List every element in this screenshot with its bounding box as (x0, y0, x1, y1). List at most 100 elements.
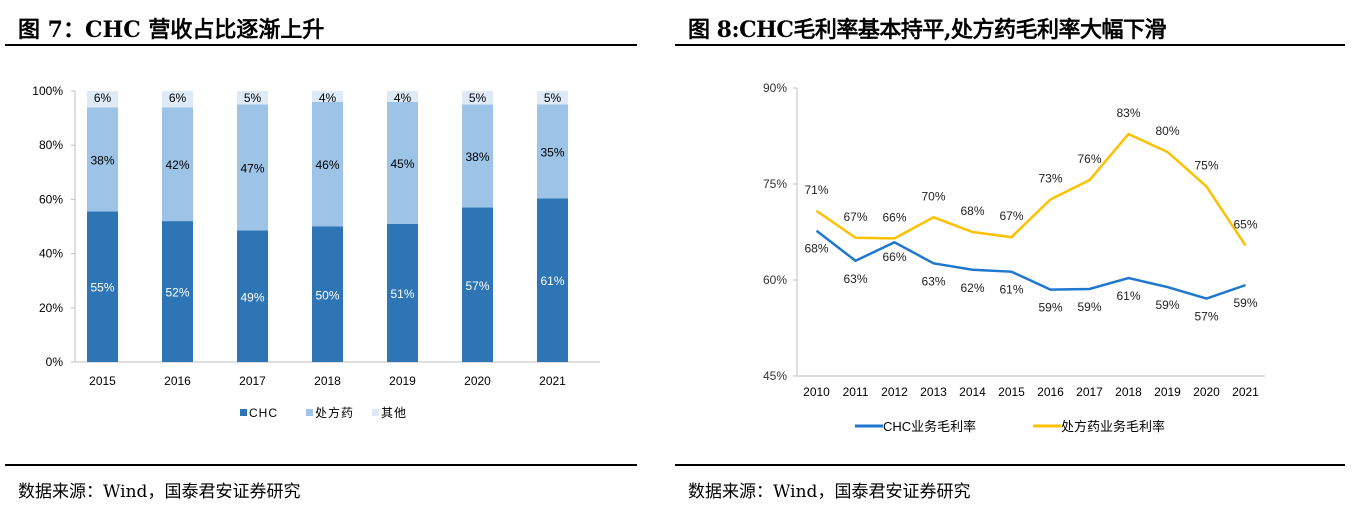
line-处方药业务毛利率 (815, 132, 1247, 247)
y-tick-label: 40% (39, 247, 63, 261)
bar-处方药 (87, 107, 118, 212)
legend-swatch (372, 409, 379, 416)
x-tick-label: 2010 (803, 385, 830, 399)
bar-其他 (387, 91, 418, 102)
point-label: 57% (1194, 310, 1218, 324)
bar-处方药 (312, 101, 343, 227)
point-label: 62% (960, 281, 984, 295)
point-label: 59% (1038, 301, 1062, 315)
y-tick-label: 90% (763, 81, 787, 95)
x-tick-label: 2020 (464, 374, 491, 388)
bar-CHC (237, 230, 268, 362)
point-label: 75% (1194, 159, 1218, 173)
bar-data-label: 5% (544, 91, 562, 105)
bar-data-label: 46% (315, 158, 339, 172)
point-label: 70% (921, 189, 945, 203)
point-label: 59% (1077, 300, 1101, 314)
left-source: 数据来源：Wind，国泰君安证券研究 (18, 482, 301, 502)
bar-CHC (87, 211, 118, 362)
bar-其他 (162, 91, 193, 108)
y-tick-label: 100% (32, 84, 63, 98)
x-tick-label: 2017 (239, 374, 266, 388)
line-CHC业务毛利率 (815, 229, 1246, 300)
bar-data-label: 49% (240, 290, 264, 304)
bar-其他 (312, 91, 343, 102)
legend-label: 其他 (381, 406, 407, 420)
point-label: 68% (804, 242, 828, 256)
bar-处方药 (537, 104, 568, 199)
point-label: 67% (999, 209, 1023, 223)
bar-其他 (537, 91, 568, 105)
bar-其他 (87, 91, 118, 108)
x-tick-label: 2014 (959, 385, 986, 399)
y-tick-label: 60% (39, 192, 63, 206)
bar-data-label: 5% (469, 91, 487, 105)
right-title-rule (675, 44, 1345, 46)
bar-处方药 (387, 101, 418, 224)
y-tick-label: 20% (39, 301, 63, 315)
legend-label: CHC业务毛利率 (883, 419, 976, 434)
x-tick-label: 2016 (164, 374, 191, 388)
x-tick-label: 2018 (1115, 385, 1142, 399)
y-tick-label: 0% (46, 355, 64, 369)
bar-其他 (237, 91, 268, 105)
x-tick-label: 2015 (998, 385, 1025, 399)
bar-data-label: 45% (390, 157, 414, 171)
bar-处方药 (237, 104, 268, 231)
bar-data-label: 38% (465, 150, 489, 164)
point-label: 59% (1233, 296, 1257, 310)
left-title-rule (5, 44, 637, 46)
left-chart-title: 图 7：CHC 营收占比逐渐上升 (18, 17, 325, 43)
point-label: 59% (1155, 298, 1179, 312)
x-tick-label: 2012 (881, 385, 908, 399)
legend-label: CHC (249, 406, 278, 420)
point-label: 63% (921, 274, 945, 288)
bar-处方药 (162, 107, 193, 222)
bar-CHC (387, 223, 418, 362)
legend-label: 处方药业务毛利率 (1061, 419, 1165, 434)
bar-CHC (537, 198, 568, 362)
legend-label: 处方药 (315, 405, 354, 420)
point-label: 83% (1116, 106, 1140, 120)
bar-data-label: 50% (315, 288, 339, 302)
legend-swatch (240, 409, 247, 416)
bar-data-label: 38% (90, 153, 114, 167)
point-label: 61% (1116, 289, 1140, 303)
bar-data-label: 61% (540, 274, 564, 288)
y-tick-label: 60% (763, 273, 787, 287)
bar-CHC (312, 226, 343, 362)
x-tick-label: 2013 (920, 385, 947, 399)
bar-data-label: 5% (244, 91, 262, 105)
point-label: 71% (804, 183, 828, 197)
y-tick-label: 45% (763, 369, 787, 383)
right-source: 数据来源：Wind，国泰君安证券研究 (688, 482, 971, 502)
bar-data-label: 51% (390, 287, 414, 301)
bar-处方药 (462, 104, 493, 208)
x-tick-label: 2015 (89, 374, 116, 388)
bar-CHC (162, 221, 193, 362)
point-label: 66% (882, 210, 906, 224)
x-tick-label: 2017 (1076, 385, 1103, 399)
x-tick-label: 2021 (539, 374, 566, 388)
point-label: 76% (1077, 152, 1101, 166)
bar-data-label: 6% (94, 91, 112, 105)
bar-data-label: 6% (169, 91, 187, 105)
bar-data-label: 52% (165, 286, 189, 300)
x-tick-label: 2019 (389, 374, 416, 388)
bar-data-label: 4% (319, 91, 337, 105)
legend-swatch (306, 409, 313, 416)
point-label: 65% (1233, 217, 1257, 231)
bar-data-label: 47% (240, 161, 264, 175)
point-label: 61% (999, 283, 1023, 297)
bar-data-label: 4% (394, 91, 412, 105)
right-chart-title: 图 8:CHC毛利率基本持平,处方药毛利率大幅下滑 (688, 17, 1167, 43)
bar-data-label: 42% (165, 158, 189, 172)
point-label: 66% (882, 250, 906, 264)
point-label: 68% (960, 204, 984, 218)
x-tick-label: 2016 (1037, 385, 1064, 399)
right-source-rule (675, 464, 1345, 466)
point-label: 67% (843, 210, 867, 224)
y-tick-label: 75% (763, 177, 787, 191)
bar-data-label: 35% (540, 145, 564, 159)
